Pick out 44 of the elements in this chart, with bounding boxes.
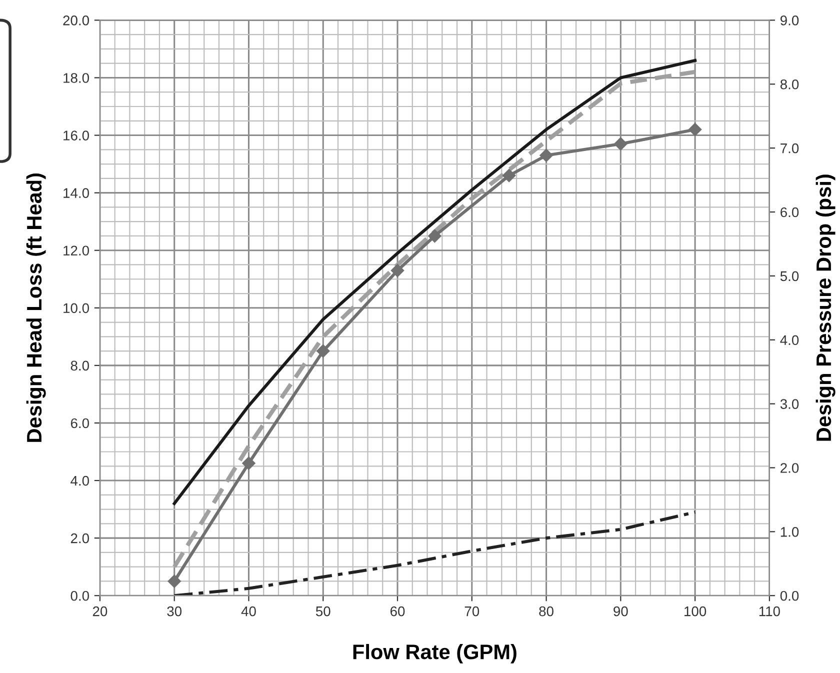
y-tick-label: 18.0 bbox=[64, 73, 90, 83]
y-tick-label: 10.0 bbox=[64, 303, 90, 314]
x-tick-label: 30 bbox=[167, 606, 182, 616]
line-series bbox=[172, 510, 697, 596]
x-tick-label: 90 bbox=[614, 606, 628, 616]
y2-tick-label: 9.0 bbox=[780, 16, 799, 26]
y2-axis-title: Design Pressure Drop (psi) bbox=[816, 174, 836, 441]
y-tick-label: 4.0 bbox=[70, 476, 89, 486]
point bbox=[614, 137, 628, 150]
point bbox=[428, 229, 442, 243]
y-tick-label: 8.0 bbox=[70, 360, 89, 371]
y2-tick-label: 0.0 bbox=[780, 590, 799, 601]
y2-tick-label: 2.0 bbox=[780, 463, 799, 473]
y2-tick-label: 7.0 bbox=[780, 143, 799, 154]
point bbox=[242, 456, 256, 470]
y2-tick-label: 8.0 bbox=[780, 79, 799, 90]
point bbox=[316, 344, 330, 358]
point bbox=[390, 264, 404, 278]
y-tick-label: 2.0 bbox=[70, 533, 89, 544]
y-tick-label: 6.0 bbox=[70, 418, 89, 428]
y2-tick-label: 5.0 bbox=[780, 271, 799, 282]
y-tick-label: 20.0 bbox=[63, 16, 90, 26]
point bbox=[168, 574, 181, 588]
x-tick-label: 70 bbox=[464, 606, 480, 616]
x-tick-label: 50 bbox=[316, 606, 330, 616]
y-tick-label: 14.0 bbox=[64, 188, 90, 198]
x-tick-label: 40 bbox=[241, 606, 256, 616]
y2-tick-label: 1.0 bbox=[780, 527, 799, 537]
y-tick-label: 0.0 bbox=[70, 590, 89, 601]
x-axis-title: Flow Rate (GPM) bbox=[353, 644, 516, 664]
y-axis-title: Design Head Loss (ft Head) bbox=[26, 173, 46, 442]
y-tick-label: 16.0 bbox=[64, 130, 90, 140]
y2-tick-label: 6.0 bbox=[780, 207, 799, 218]
x-tick-label: 80 bbox=[539, 606, 554, 616]
y2-tick-label: 3.0 bbox=[780, 399, 799, 409]
x-tick-label: 100 bbox=[684, 606, 706, 616]
y2-tick-label: 4.0 bbox=[780, 335, 799, 346]
y-tick-label: 12.0 bbox=[64, 246, 90, 256]
point bbox=[540, 148, 553, 162]
x-tick-label: 110 bbox=[759, 606, 780, 616]
x-tick-label: 60 bbox=[390, 606, 405, 616]
point bbox=[502, 168, 516, 182]
x-tick-label: 20 bbox=[92, 606, 108, 616]
point bbox=[688, 122, 702, 136]
